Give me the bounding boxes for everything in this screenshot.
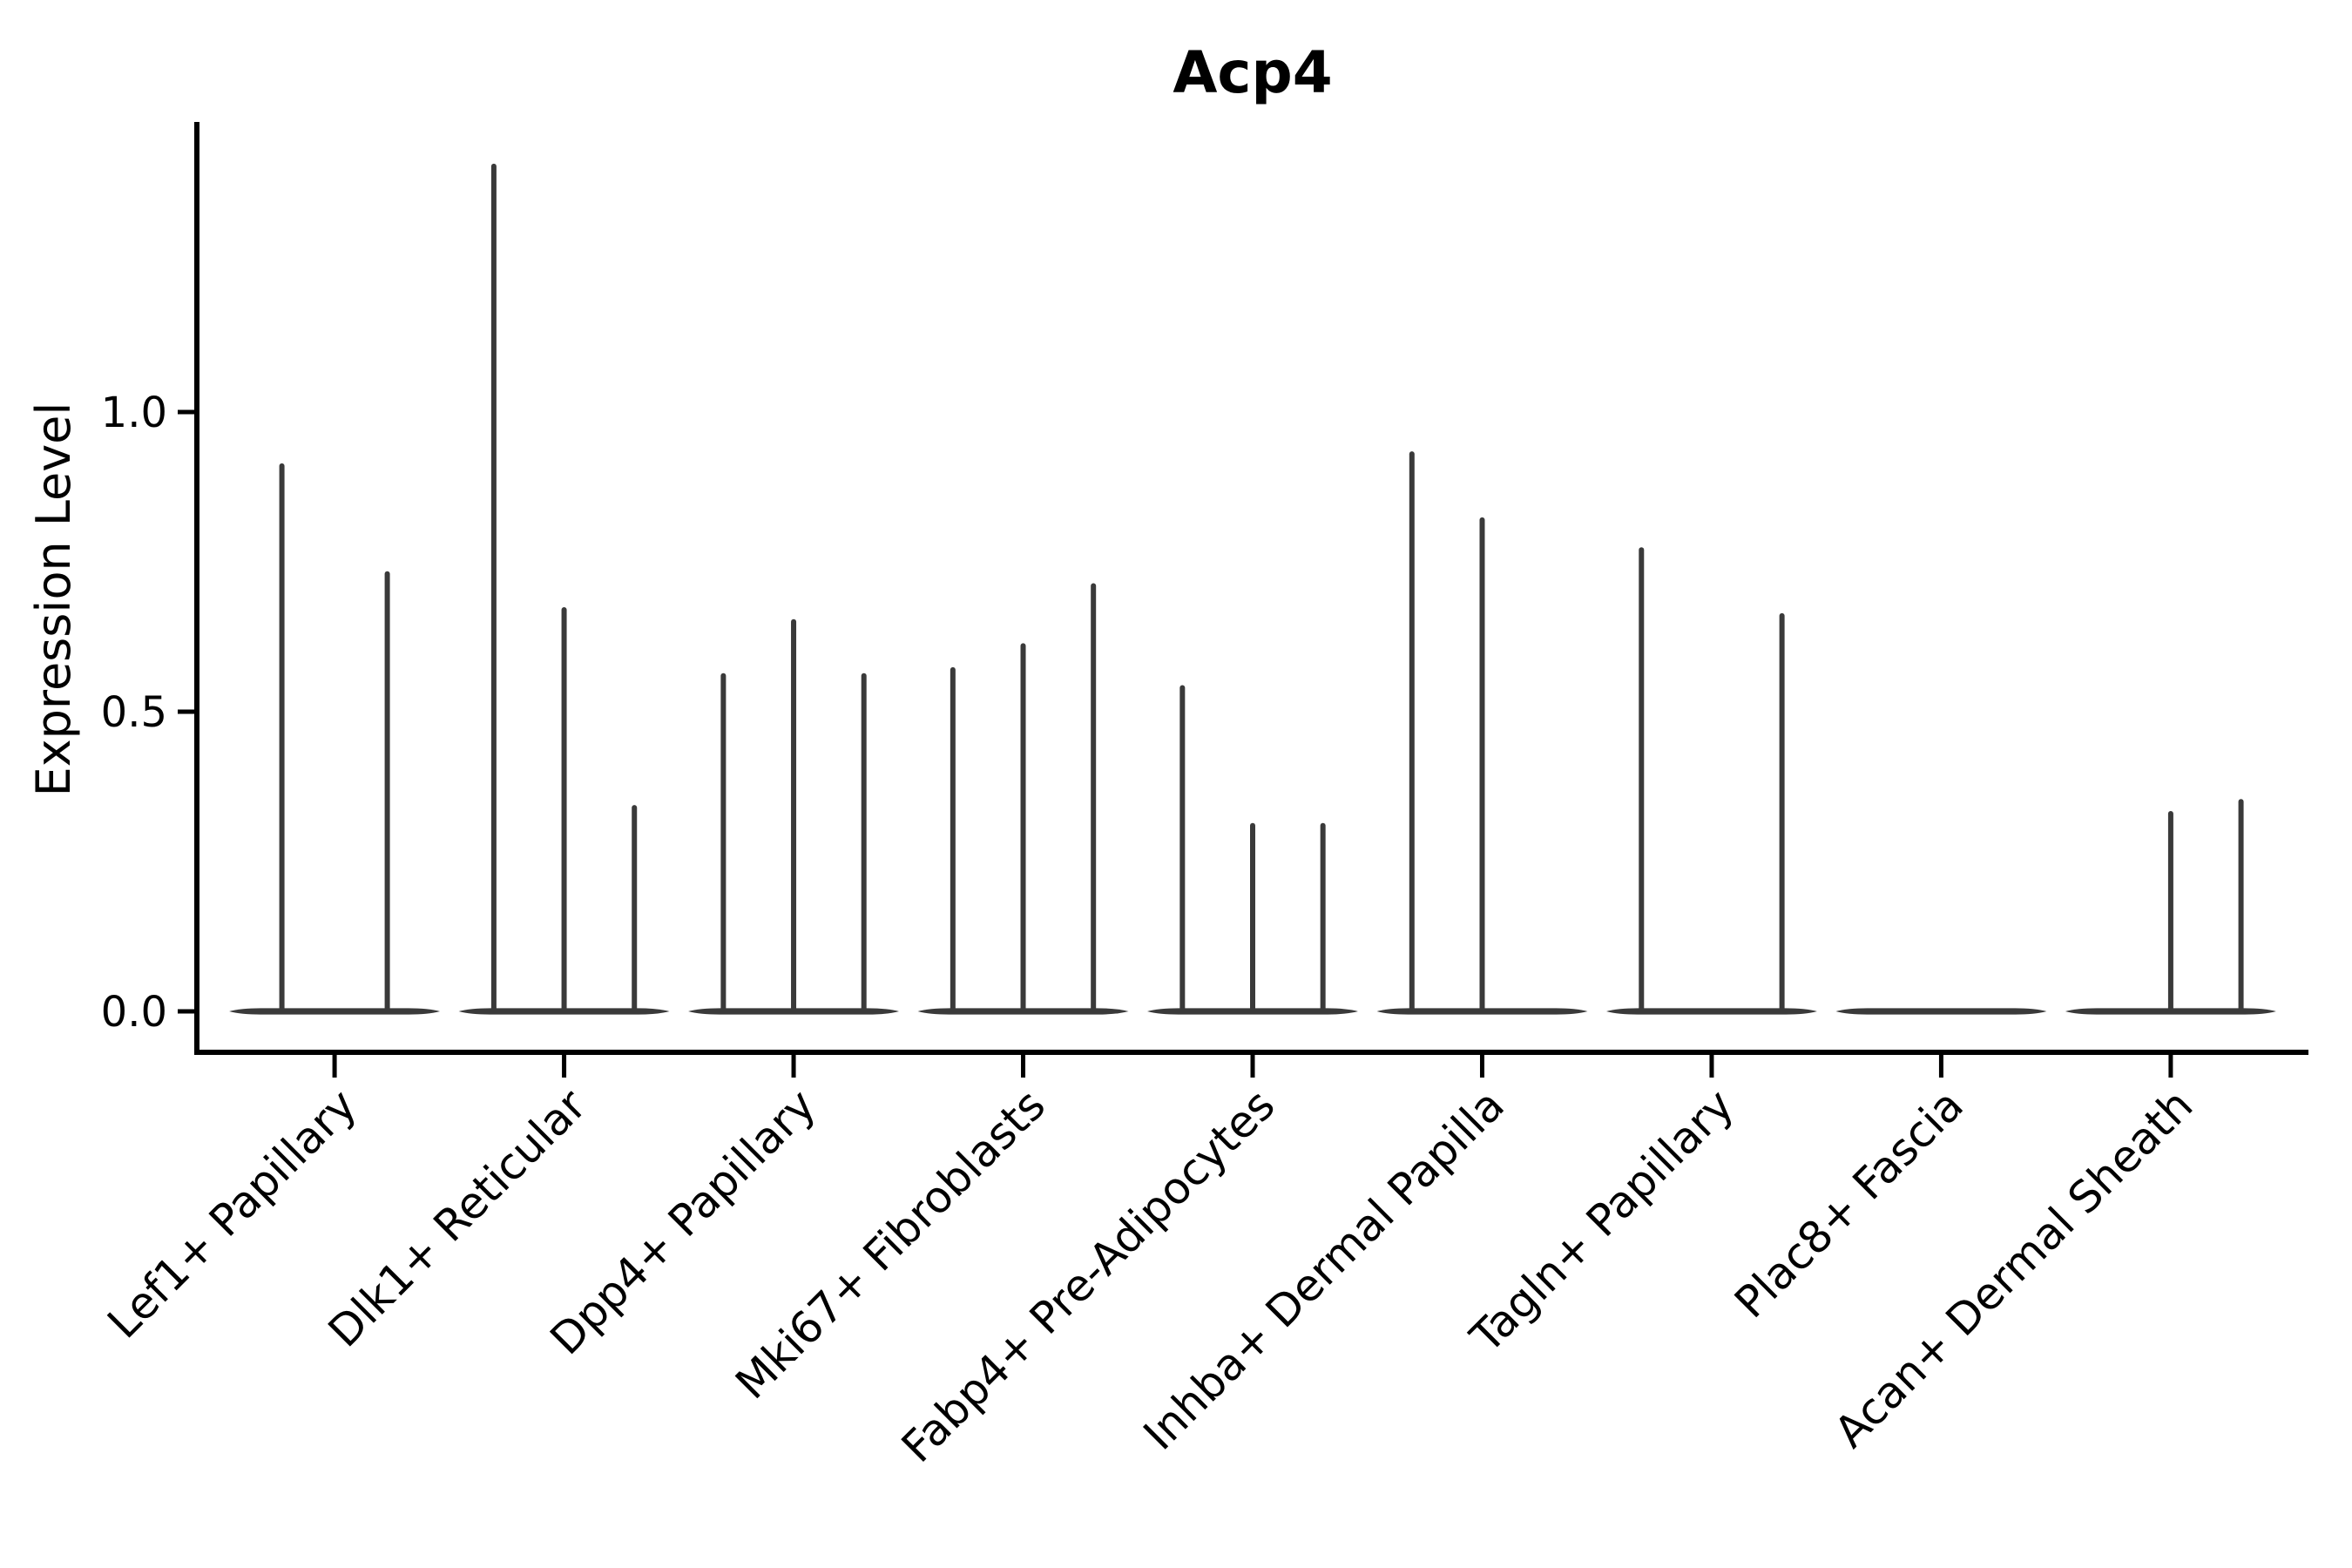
violin-group xyxy=(458,163,670,1015)
violins xyxy=(229,163,2276,1015)
violin-group xyxy=(1376,451,1588,1015)
violin-group xyxy=(688,618,900,1015)
x-tick-label: Fabp4+ Pre-Adipocytes xyxy=(892,1079,1285,1472)
x-tick-label: Lef1+ Papillary xyxy=(98,1079,366,1348)
violin-group xyxy=(2065,799,2276,1015)
violin-baseline xyxy=(1605,1008,1817,1015)
y-axis-ticks: 0.0 0.5 1.0 xyxy=(101,389,194,1037)
y-tick-label: 0.5 xyxy=(101,688,167,737)
violin-baseline xyxy=(1835,1008,2047,1015)
x-tick-label: Plac8+ Fascia xyxy=(1725,1079,1973,1328)
violin-group xyxy=(1835,1008,2047,1015)
y-tick-label: 1.0 xyxy=(101,389,167,437)
violin-group xyxy=(1147,685,1358,1015)
chart-title: Acp4 xyxy=(1173,39,1332,106)
violin-group xyxy=(1605,547,1817,1015)
violin-group xyxy=(229,463,441,1015)
violin-group xyxy=(917,583,1129,1015)
y-axis-label: Expression Level xyxy=(26,402,81,797)
y-tick-label: 0.0 xyxy=(101,988,167,1037)
violin-baseline xyxy=(229,1008,441,1015)
